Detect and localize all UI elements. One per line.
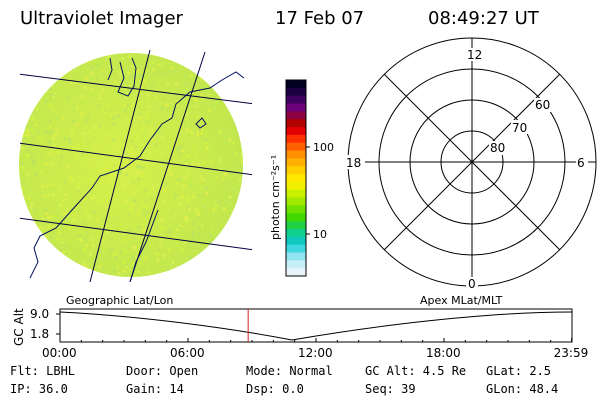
colorbar-band [286, 174, 306, 183]
colorbar-band [286, 213, 306, 222]
colorbar-band [286, 95, 306, 105]
colorbar-tick-100: 100 [313, 141, 334, 154]
timeline-y-title: GC Alt [12, 308, 26, 346]
colorbar-band [286, 119, 306, 128]
status-gain: Gain: 14 [126, 382, 184, 396]
timeline-right-label: Apex MLat/MLT [420, 294, 503, 307]
time-tick-label: 00:00 [42, 346, 77, 360]
colorbar-band [286, 103, 306, 112]
colorbar-band [286, 268, 306, 277]
instrument-title: Ultraviolet Imager [20, 8, 183, 29]
colorbar-band [286, 236, 306, 246]
colorbar-band [286, 142, 306, 152]
timeline-panel [56, 308, 573, 343]
colorbar-band [286, 111, 306, 120]
timeline-left-label: Geographic Lat/Lon [66, 294, 173, 307]
colorbar-band [286, 252, 306, 261]
colorbar-band [286, 134, 306, 144]
colorbar-band [286, 87, 306, 97]
status-glon: GLon: 48.4 [486, 382, 559, 396]
time-tick-label: 12:00 [298, 346, 333, 360]
status-filter: Flt: LBHL [10, 364, 76, 378]
colorbar-band [286, 181, 306, 191]
colorbar-band [286, 189, 306, 199]
mlt-label-18: 18 [346, 156, 361, 170]
status-seq: Seq: 39 [365, 382, 416, 396]
colorbar-tick-10: 10 [313, 228, 327, 241]
colorbar [286, 80, 306, 277]
time-tick-label: 06:00 [170, 346, 205, 360]
colorbar-band [286, 80, 306, 89]
status-door: Door: Open [126, 364, 199, 378]
colorbar-band [286, 260, 306, 269]
lat-label-60: 60 [535, 98, 550, 112]
time-label: 08:49:27 UT [428, 8, 539, 29]
imager-panel [19, 50, 252, 282]
colorbar-band [286, 244, 306, 253]
timeline-y-max: 9.0 [30, 307, 49, 321]
status-mode: Mode: Normal [246, 364, 333, 378]
colorbar-band [286, 228, 306, 238]
timeline-y-min: 1.8 [30, 327, 49, 341]
colorbar-band [286, 158, 306, 167]
time-tick-label: 18:00 [426, 346, 461, 360]
colorbar-band [286, 166, 306, 175]
mlt-label-6: 6 [577, 156, 585, 170]
date-label: 17 Feb 07 [275, 8, 365, 29]
colorbar-label: photon cm⁻²s⁻¹ [269, 155, 282, 240]
status-gc-alt: GC Alt: 4.5 Re [365, 364, 467, 378]
mlt-label-0: 0 [468, 277, 476, 291]
polar-grid [347, 37, 597, 287]
status-ip: IP: 36.0 [10, 382, 68, 396]
status-glat: GLat: 2.5 [486, 364, 552, 378]
colorbar-band [286, 221, 306, 230]
lat-label-70: 70 [512, 121, 527, 135]
time-tick-label: 23:59 [554, 346, 589, 360]
colorbar-band [286, 197, 306, 206]
colorbar-band [286, 127, 306, 136]
colorbar-band [286, 205, 306, 214]
coastline [29, 57, 245, 282]
status-dsp: Dsp: 0.0 [246, 382, 304, 396]
mlt-label-12: 12 [467, 48, 482, 62]
colorbar-band [286, 150, 306, 159]
lat-label-80: 80 [490, 141, 505, 155]
